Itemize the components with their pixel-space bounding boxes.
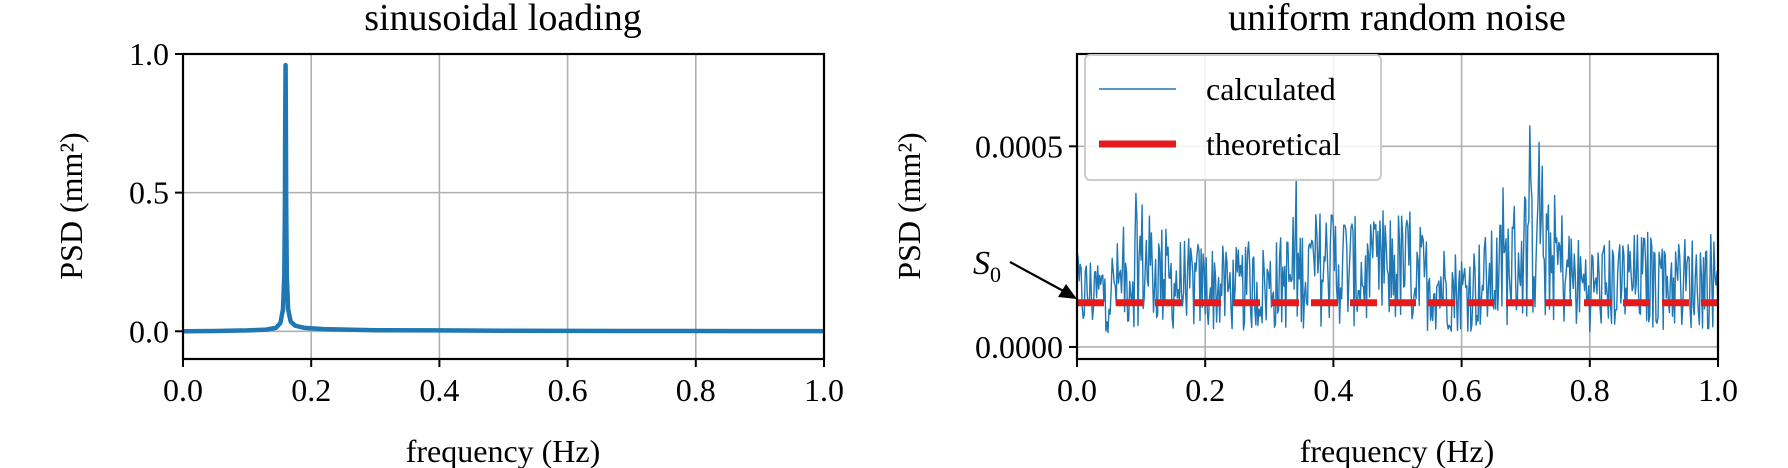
chart-uniform-random-noise: uniform random noise 0.0 0.2 0.4 0.6 0.8 1.00…: [891, 0, 1738, 468]
series-line: [183, 62, 824, 334]
y-tick-label: 0.0000: [975, 329, 1063, 365]
chart-sinusoidal-loading: sinusoidal loading 0.0 0.2 0.4 0.6 0.8 1.00.0…: [53, 0, 844, 468]
x-tick-label: 0.8: [676, 372, 716, 408]
x-tick-label: 0.8: [1570, 372, 1610, 408]
annotation-s0: S0: [973, 245, 1077, 299]
legend-box: [1084, 54, 1382, 181]
x-tick-label: 0.2: [1185, 372, 1225, 408]
y-tick-label: 0.0: [129, 313, 169, 349]
x-tick-label: 0.0: [163, 372, 203, 408]
chart-title: uniform random noise: [1228, 0, 1566, 39]
x-tick-label: 1.0: [804, 372, 844, 408]
x-tick-label: 0.2: [291, 372, 331, 408]
y-tick-label: 1.0: [129, 36, 169, 72]
y-axis-label: PSD (mm²): [891, 132, 927, 279]
plot-frame: [181, 52, 826, 361]
x-tick-label: 0.0: [1057, 372, 1097, 408]
axis-ticks: 0.0 0.2 0.4 0.6 0.8 1.0 0.0 0.5 1.0: [129, 36, 844, 408]
y-tick-label: 0.0005: [975, 128, 1063, 164]
annotation-arrowhead: [1058, 284, 1077, 299]
x-tick-label: 0.4: [1313, 372, 1353, 408]
y-tick-label: 0.5: [129, 175, 169, 211]
legend-label-theoretical: theoretical: [1206, 126, 1341, 162]
x-axis-label: frequency (Hz): [1300, 433, 1495, 468]
axis-ticks: 0.0 0.2 0.4 0.6 0.8 1.0 0.0000 0.0005: [975, 128, 1738, 408]
plot-frame: [1075, 52, 1720, 361]
legend: calculated theoretical: [1084, 54, 1382, 181]
grid-lines: [182, 53, 825, 359]
legend-label-calculated: calculated: [1206, 71, 1336, 107]
y-axis-label: PSD (mm²): [53, 132, 89, 279]
annotation-label: S0: [973, 245, 1001, 287]
series-lines: [1077, 125, 1718, 334]
x-tick-label: 1.0: [1698, 372, 1738, 408]
x-tick-label: 0.4: [419, 372, 459, 408]
chart-title: sinusoidal loading: [364, 0, 642, 39]
x-tick-label: 0.6: [548, 372, 588, 408]
x-axis-label: frequency (Hz): [406, 433, 601, 468]
series-lines: [183, 62, 824, 334]
annotation-arrow-line: [1009, 261, 1068, 294]
x-tick-label: 0.6: [1442, 372, 1482, 408]
